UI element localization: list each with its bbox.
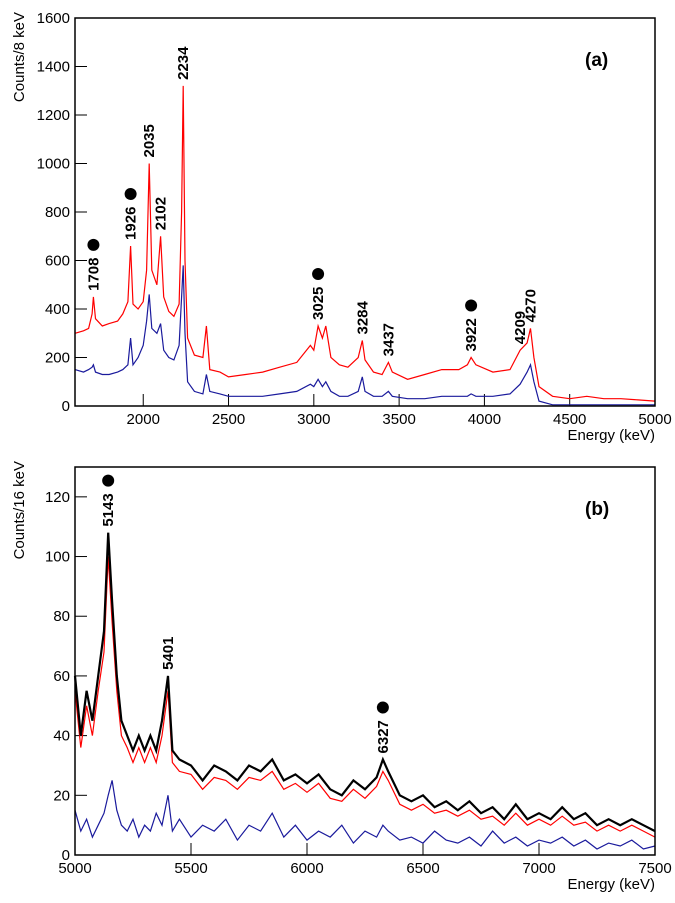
- y-tick-label: 400: [45, 301, 70, 318]
- y-tick-label: 20: [53, 787, 70, 804]
- y-tick-label: 1400: [37, 59, 70, 76]
- y-tick-label: 1600: [37, 10, 70, 27]
- peak-label: 4209: [512, 311, 529, 344]
- y-tick-label: 40: [53, 728, 70, 745]
- y-tick-label: 0: [62, 847, 70, 864]
- peak-label: 6327: [375, 720, 392, 753]
- x-tick-label: 7000: [522, 860, 555, 877]
- peak-marker: [87, 238, 100, 251]
- x-tick-label: 4500: [553, 411, 586, 428]
- y-tick-label: 100: [45, 549, 70, 566]
- spectrum: [74, 265, 655, 406]
- peak-label: 4270: [522, 289, 539, 322]
- x-tick-label: 3500: [382, 411, 415, 428]
- spectrum: [74, 556, 656, 838]
- y-tick-label: 600: [45, 253, 70, 270]
- y-tick-label: 0: [62, 398, 70, 415]
- x-tick-label: 5000: [58, 860, 91, 877]
- peak-label: 3437: [380, 323, 397, 356]
- peak-label: 3922: [463, 318, 480, 351]
- peak-label: 5143: [100, 493, 117, 526]
- panel-label: (b): [585, 499, 609, 520]
- spectrum: [74, 85, 656, 402]
- plot-frame: [74, 466, 656, 856]
- peak-label: 3025: [310, 287, 327, 320]
- x-tick-label: 7500: [638, 860, 671, 877]
- peak-label: 3284: [354, 300, 371, 334]
- peak-label: 2234: [175, 46, 192, 80]
- peak-label: 1708: [85, 258, 102, 291]
- peak-marker: [124, 187, 137, 200]
- x-tick-label: 5500: [174, 860, 207, 877]
- x-tick-label: 2500: [212, 411, 245, 428]
- peak-label: 2102: [153, 197, 170, 230]
- x-tick-label: 5000: [638, 411, 671, 428]
- y-tick-label: 800: [45, 204, 70, 221]
- peak-label: 1926: [123, 207, 140, 240]
- x-axis-title: Energy (keV): [567, 876, 655, 893]
- x-tick-label: 6500: [406, 860, 439, 877]
- y-tick-label: 200: [45, 350, 70, 367]
- spectrum: [73, 532, 656, 833]
- x-tick-label: 3000: [297, 411, 330, 428]
- x-axis-title: Energy (keV): [567, 427, 655, 444]
- x-tick-label: 2000: [127, 411, 160, 428]
- y-axis-title: Counts/16 keV: [11, 461, 28, 559]
- peak-marker: [376, 701, 389, 714]
- peak-marker: [102, 474, 115, 487]
- y-axis-title: Counts/8 keV: [11, 12, 28, 102]
- peak-marker: [312, 267, 325, 280]
- y-tick-label: 60: [53, 668, 70, 685]
- y-tick-label: 1200: [37, 107, 70, 124]
- peak-marker: [465, 299, 478, 312]
- spectrum: [74, 780, 656, 850]
- plot-frame: [74, 17, 656, 407]
- x-tick-label: 4000: [468, 411, 501, 428]
- panel-label: (a): [585, 50, 608, 71]
- x-tick-label: 6000: [290, 860, 323, 877]
- peak-label: 5401: [160, 637, 177, 670]
- y-tick-label: 80: [53, 608, 70, 625]
- y-tick-label: 1000: [37, 156, 70, 173]
- peak-label: 2035: [141, 124, 158, 157]
- y-tick-label: 120: [45, 489, 70, 506]
